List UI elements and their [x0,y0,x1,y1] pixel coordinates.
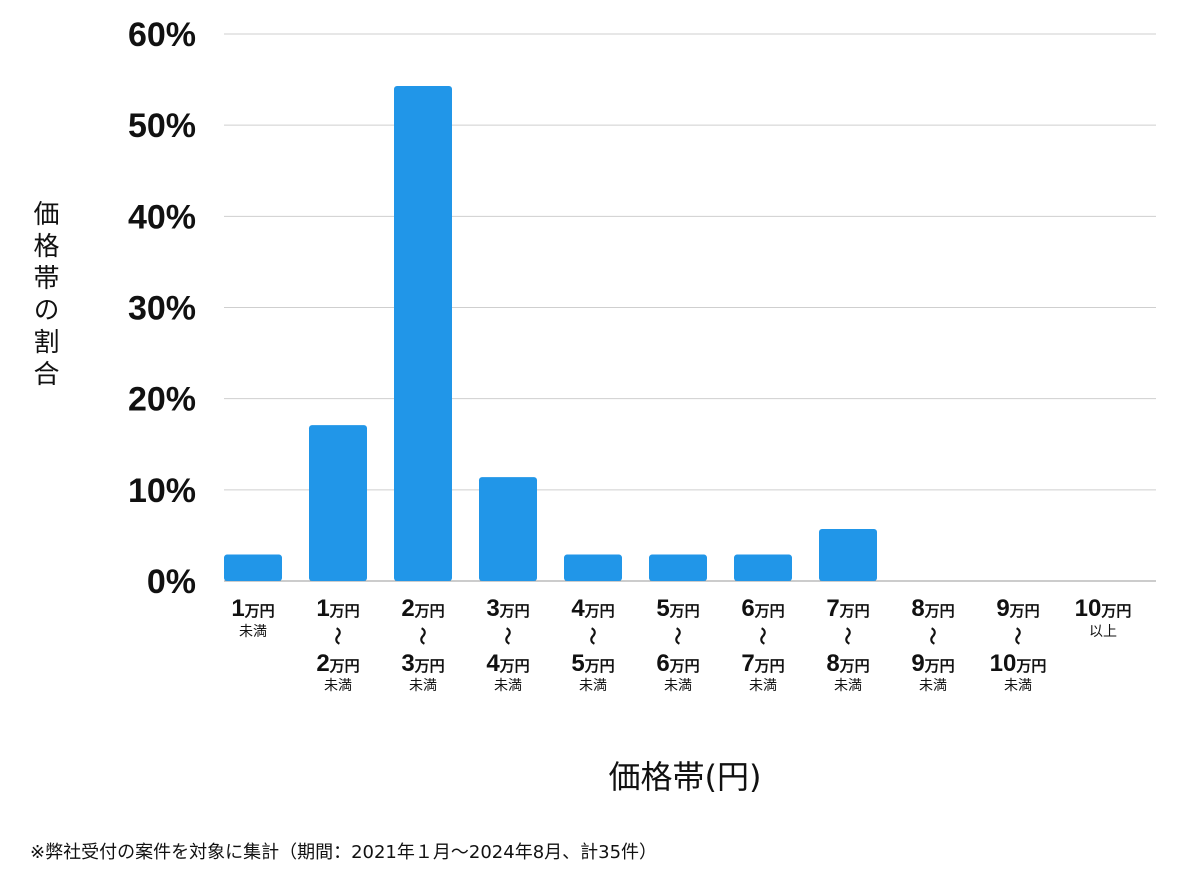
x-tick-label: 9万円 [996,595,1039,622]
x-tick-label: 10万円 [990,650,1047,677]
x-tick-separator: 〜 [581,627,602,645]
x-tick-separator: 〜 [1006,627,1027,645]
x-tick-note: 未満 [239,624,267,640]
x-tick-note: 未満 [664,678,692,694]
x-tick-label: 3万円 [486,595,529,622]
x-tick-label: 5万円 [571,650,614,677]
x-tick-separator: 〜 [751,627,772,645]
x-tick-separator: 〜 [326,627,347,645]
x-tick-note: 未満 [1004,678,1032,694]
y-tick-label: 50% [128,107,196,145]
y-tick-label: 10% [128,472,196,510]
x-tick-note: 未満 [749,678,777,694]
y-tick-label: 30% [128,290,196,328]
x-axis-title: 価格帯(円) [608,758,762,796]
x-tick-label: 4万円 [486,650,529,677]
x-tick-note: 以上 [1089,624,1117,640]
bar [479,477,537,581]
x-tick-label: 7万円 [826,595,869,622]
x-tick-label: 6万円 [656,650,699,677]
x-tick-note: 未満 [324,678,352,694]
y-tick-label: 20% [128,381,196,419]
bar-chart: 0%10%20%30%40%50%60%1万円未満1万円〜2万円未満2万円〜3万… [128,16,1156,694]
x-tick-separator: 〜 [496,627,517,645]
x-tick-label: 4万円 [571,595,614,622]
y-tick-label: 0% [147,563,196,601]
x-tick-label: 8万円 [826,650,869,677]
bar [649,554,707,581]
bar [309,425,367,581]
x-tick-label: 1万円 [231,595,274,622]
x-tick-label: 6万円 [741,595,784,622]
x-tick-note: 未満 [579,678,607,694]
x-tick-separator: 〜 [411,627,432,645]
x-tick-separator: 〜 [836,627,857,645]
x-tick-note: 未満 [409,678,437,694]
bar [394,85,452,581]
bar [564,554,622,581]
x-tick-label: 9万円 [911,650,954,677]
x-tick-label: 1万円 [316,595,359,622]
x-tick-label: 2万円 [401,595,444,622]
x-tick-note: 未満 [919,678,947,694]
x-tick-label: 5万円 [656,595,699,622]
y-axis-title: 価格帯の割合 [29,200,59,392]
bar [819,529,877,581]
bar [734,554,792,581]
y-tick-label: 60% [128,16,196,54]
y-tick-label: 40% [128,198,196,236]
x-tick-note: 未満 [494,678,522,694]
x-tick-separator: 〜 [666,627,687,645]
x-tick-label: 2万円 [316,650,359,677]
x-tick-note: 未満 [834,678,862,694]
x-tick-label: 10万円 [1075,595,1132,622]
bar [224,554,282,581]
x-tick-separator: 〜 [921,627,942,645]
footnote: ※弊社受付の案件を対象に集計（期間：2021年１月〜2024年8月、計35件） [30,842,658,863]
x-tick-label: 8万円 [911,595,954,622]
x-tick-label: 7万円 [741,650,784,677]
x-tick-label: 3万円 [401,650,444,677]
